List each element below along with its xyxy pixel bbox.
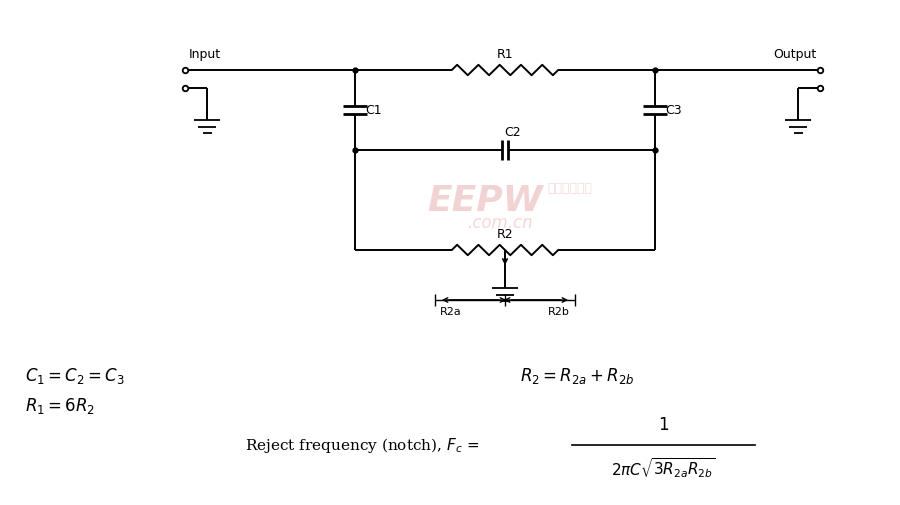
Text: .com.cn: .com.cn (467, 214, 533, 231)
Text: R2a: R2a (440, 307, 462, 316)
Text: $1$: $1$ (658, 417, 669, 434)
Text: Output: Output (773, 48, 816, 61)
Text: Reject frequency (notch), $F_c\/ =$: Reject frequency (notch), $F_c\/ =$ (245, 436, 480, 454)
Text: $R_1 = 6R_2$: $R_1 = 6R_2$ (25, 395, 95, 415)
Text: R1: R1 (497, 48, 513, 61)
Text: Input: Input (189, 48, 221, 61)
Text: $C_1 = C_2 = C_3$: $C_1 = C_2 = C_3$ (25, 365, 125, 385)
Text: C3: C3 (665, 105, 681, 117)
Text: C1: C1 (365, 105, 382, 117)
Text: 电子产品世界: 电子产品世界 (547, 181, 592, 194)
Text: EEPW: EEPW (428, 184, 543, 218)
Text: $2\pi C\sqrt{3R_{2a}R_{2b}}$: $2\pi C\sqrt{3R_{2a}R_{2b}}$ (611, 455, 716, 479)
Text: R2b: R2b (548, 307, 570, 316)
Text: C2: C2 (505, 126, 521, 139)
Text: $R_2 = R_{2a} + R_{2b}$: $R_2 = R_{2a} + R_{2b}$ (520, 365, 634, 385)
Text: R2: R2 (497, 228, 513, 240)
